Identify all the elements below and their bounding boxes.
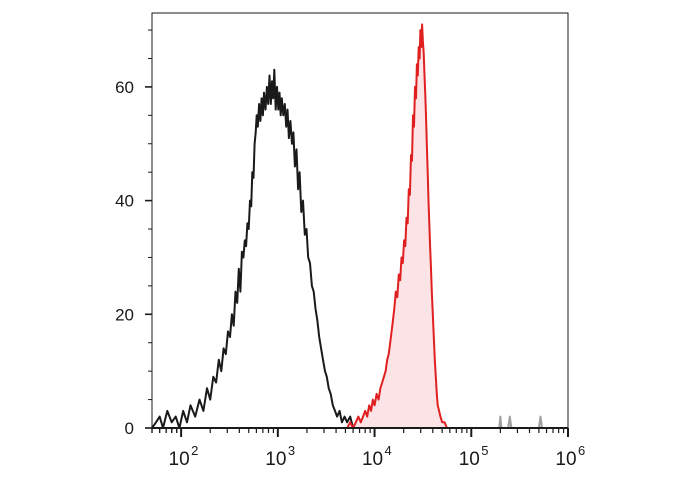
series-2-area bbox=[499, 416, 543, 428]
x-tick-exponent: 3 bbox=[288, 443, 295, 458]
series-1-area bbox=[347, 24, 450, 429]
y-tick-label: 40 bbox=[115, 192, 134, 211]
plot-frame bbox=[151, 12, 569, 429]
x-tick-exponent: 2 bbox=[191, 443, 198, 458]
x-tick-exponent: 4 bbox=[385, 443, 392, 458]
x-tick-exponent: 6 bbox=[578, 443, 585, 458]
x-tick-label: 10 bbox=[555, 449, 576, 470]
series-2-line bbox=[498, 415, 544, 429]
x-tick-label: 10 bbox=[362, 449, 383, 470]
series-0-area bbox=[152, 69, 379, 429]
x-tick-exponent: 5 bbox=[481, 443, 488, 458]
y-tick-label: 20 bbox=[115, 305, 134, 324]
x-tick-label: 10 bbox=[459, 449, 480, 470]
series-layer bbox=[151, 23, 544, 429]
x-tick-label: 10 bbox=[169, 449, 190, 470]
x-tick-label: 10 bbox=[265, 449, 286, 470]
series-1-line bbox=[346, 23, 450, 429]
series-0-line bbox=[151, 68, 380, 429]
y-tick-label: 60 bbox=[115, 78, 134, 97]
y-tick-label: 0 bbox=[125, 419, 134, 438]
axes-layer bbox=[145, 29, 569, 437]
